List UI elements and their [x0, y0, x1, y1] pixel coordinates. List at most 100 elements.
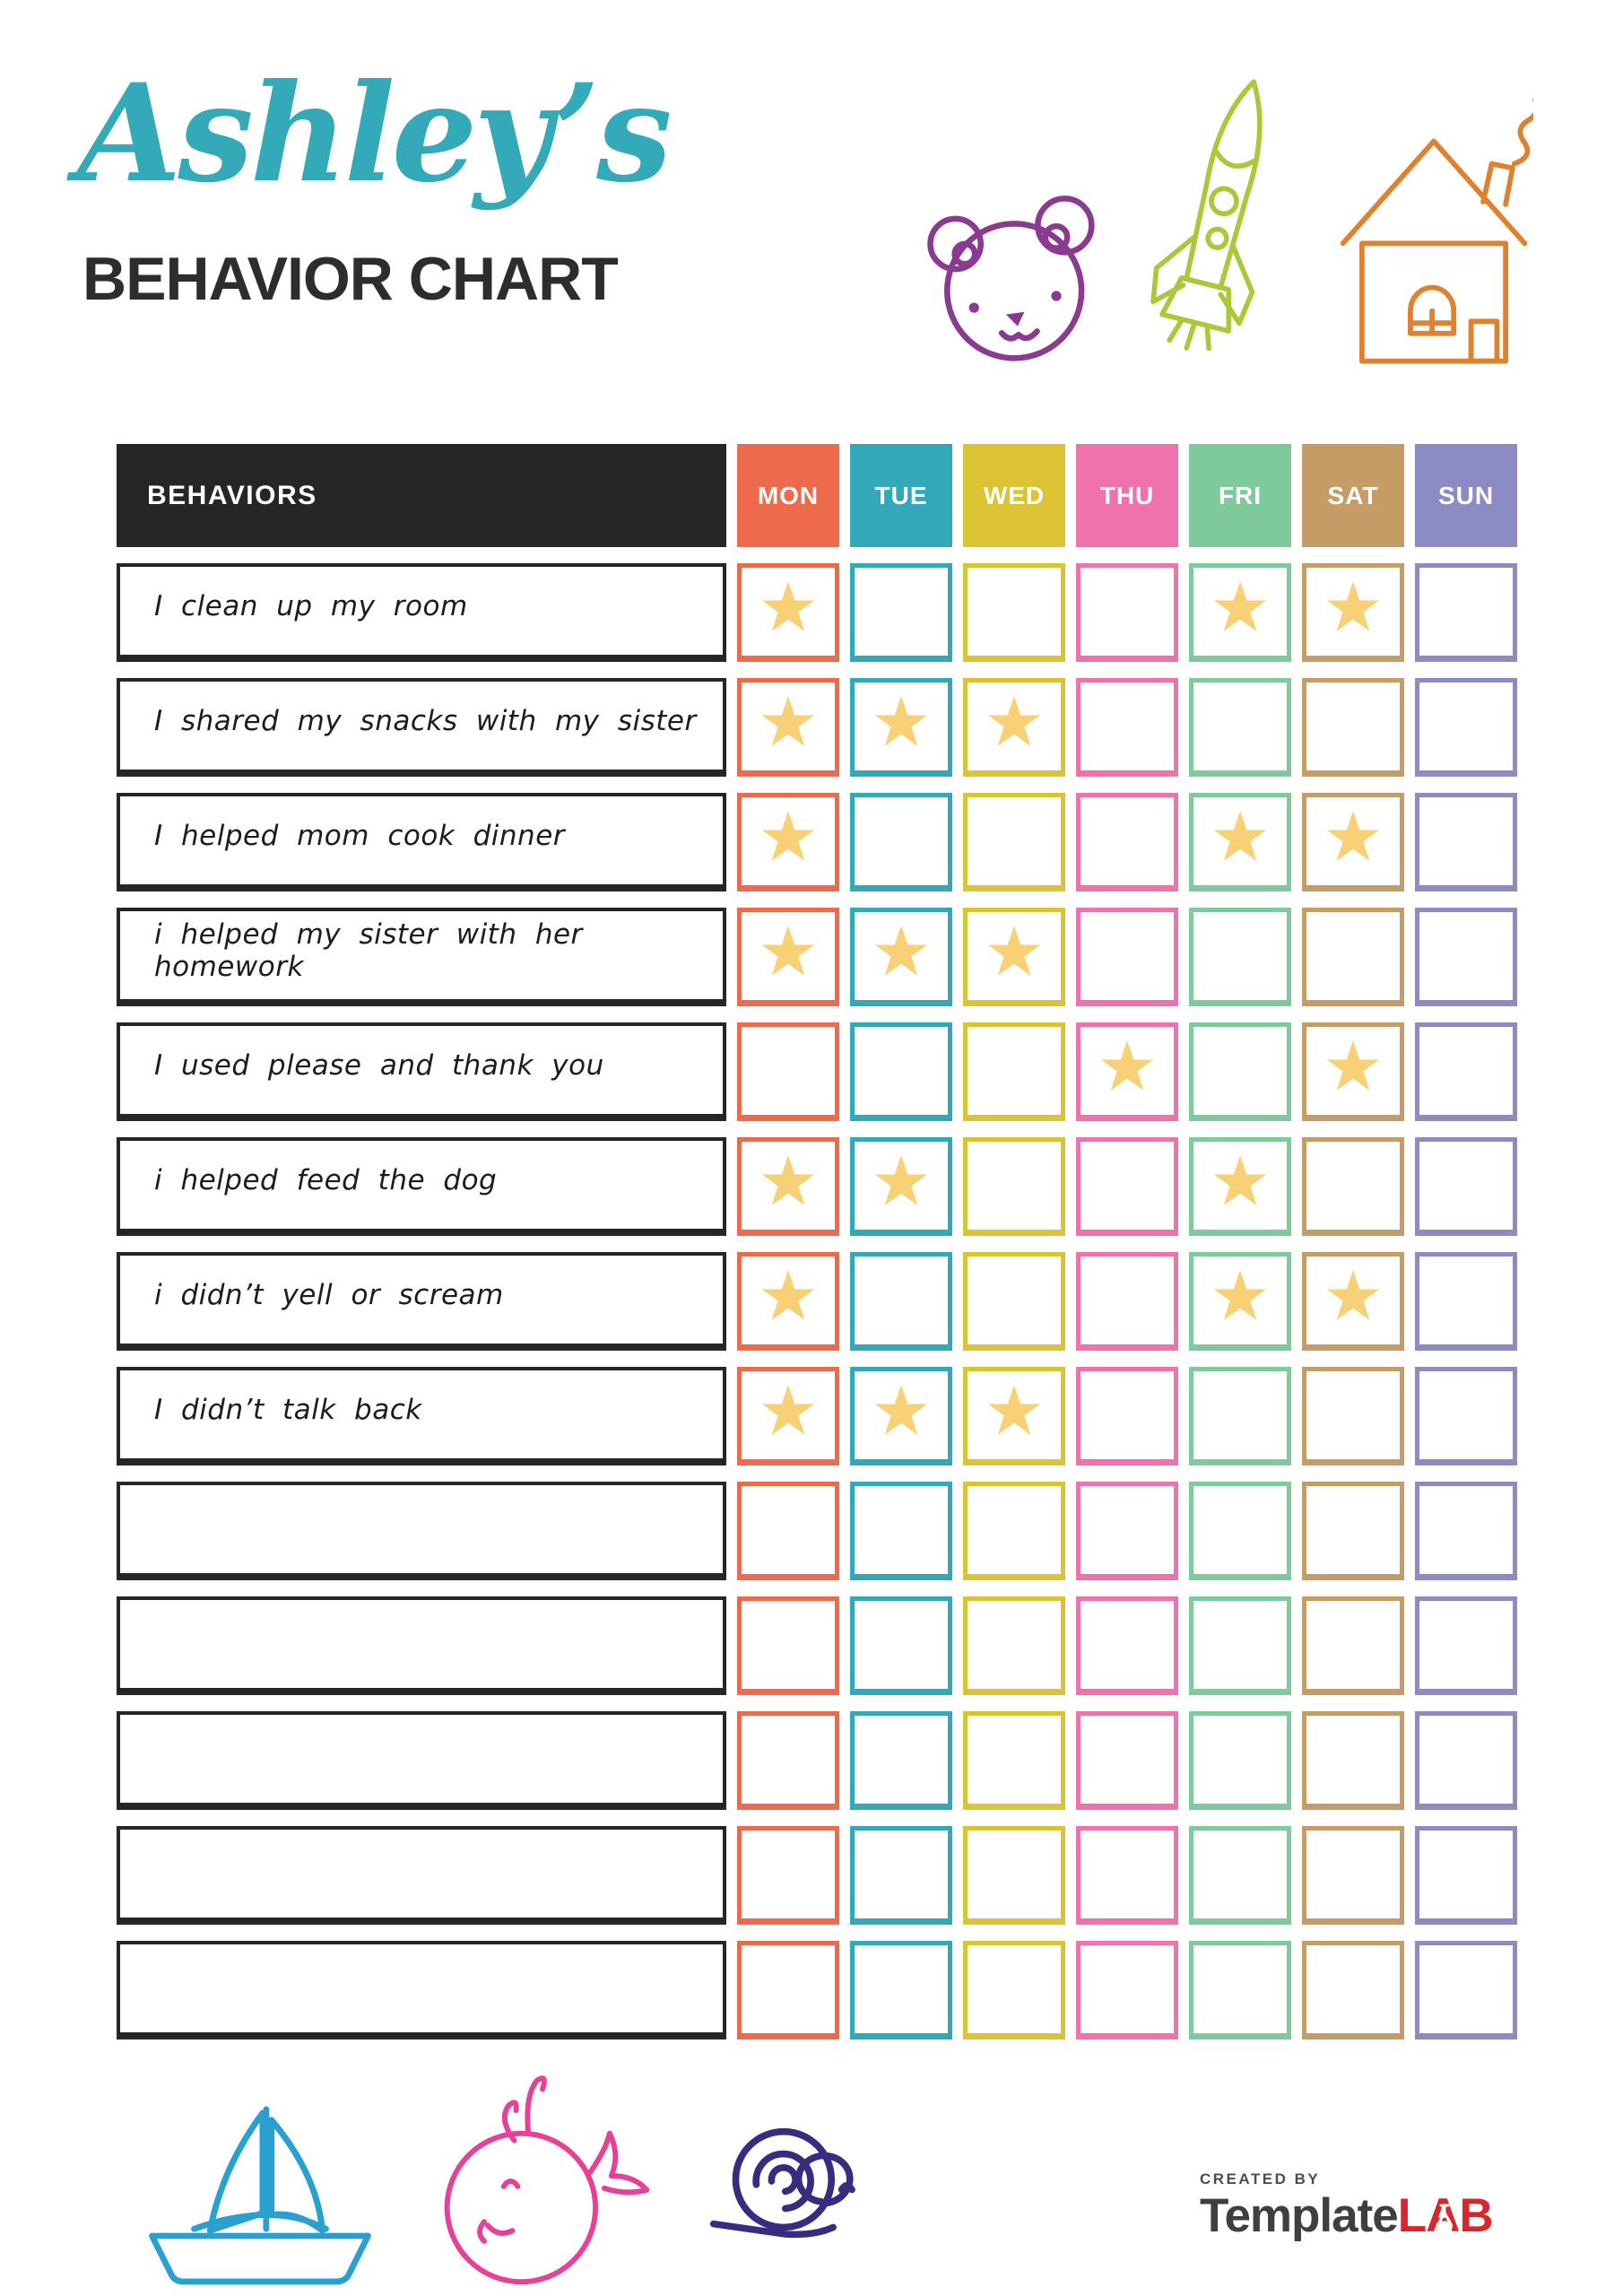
- star-icon: [761, 1385, 815, 1435]
- behavior-label-row-12: [117, 1826, 726, 1925]
- cell-mon-row-3: [737, 793, 839, 891]
- behavior-table: BEHAVIORS MON TUE WED THU FRI SAT SUN I clean u…: [117, 444, 1517, 2039]
- day-header-mon: MON: [737, 444, 839, 547]
- cell-tue-row-13: [850, 1941, 952, 2039]
- brand-template-text: Template: [1200, 2189, 1399, 2242]
- cell-mon-row-1: [737, 563, 839, 662]
- cell-fri-row-10: [1189, 1596, 1291, 1695]
- star-icon: [761, 1270, 815, 1320]
- star-icon: [761, 581, 815, 631]
- behavior-label-row-9: [117, 1482, 726, 1580]
- snail-icon: [709, 2127, 855, 2239]
- cell-mon-row-11: [737, 1711, 839, 1810]
- cell-thu-row-10: [1076, 1596, 1178, 1695]
- brand-logo: CREATED BY TemplateLAB: [1200, 2170, 1494, 2243]
- cell-tue-row-11: [850, 1711, 952, 1810]
- cell-sat-row-1: [1302, 563, 1404, 662]
- cell-tue-row-6: [850, 1137, 952, 1236]
- cell-wed-row-13: [963, 1941, 1065, 2039]
- cell-sun-row-6: [1415, 1137, 1517, 1236]
- cell-wed-row-8: [963, 1367, 1065, 1465]
- cell-thu-row-1: [1076, 563, 1178, 662]
- cell-tue-row-3: [850, 793, 952, 891]
- cell-fri-row-4: [1189, 908, 1291, 1006]
- cell-thu-row-9: [1076, 1482, 1178, 1580]
- cell-sun-row-13: [1415, 1941, 1517, 2039]
- cell-thu-row-13: [1076, 1941, 1178, 2039]
- page-title: BEHAVIOR CHART: [82, 245, 619, 313]
- cell-sat-row-4: [1302, 908, 1404, 1006]
- star-icon: [987, 1385, 1041, 1435]
- cell-mon-row-4: [737, 908, 839, 1006]
- cell-sat-row-12: [1302, 1826, 1404, 1925]
- cell-fri-row-12: [1189, 1826, 1291, 1925]
- behavior-label-row-7: i didn’t yell or scream: [117, 1252, 726, 1351]
- cell-fri-row-8: [1189, 1367, 1291, 1465]
- star-icon: [761, 696, 815, 746]
- behavior-label-row-13: [117, 1941, 726, 2039]
- cell-thu-row-12: [1076, 1826, 1178, 1925]
- cell-sat-row-5: [1302, 1022, 1404, 1121]
- cell-wed-row-1: [963, 563, 1065, 662]
- cell-sun-row-7: [1415, 1252, 1517, 1351]
- behavior-text: I helped mom cook dinner: [154, 820, 566, 852]
- behavior-label-row-10: [117, 1596, 726, 1695]
- behavior-label-row-2: I shared my snacks with my sister: [117, 678, 726, 777]
- day-header-tue: TUE: [850, 444, 952, 547]
- cell-wed-row-11: [963, 1711, 1065, 1810]
- cell-wed-row-10: [963, 1596, 1065, 1695]
- cell-mon-row-6: [737, 1137, 839, 1236]
- day-header-sun: SUN: [1415, 444, 1517, 547]
- behavior-label-row-5: I used please and thank you: [117, 1022, 726, 1121]
- day-header-wed: WED: [963, 444, 1065, 547]
- star-icon: [1326, 811, 1380, 861]
- cell-tue-row-7: [850, 1252, 952, 1351]
- cell-sun-row-11: [1415, 1711, 1517, 1810]
- star-icon: [1213, 811, 1267, 861]
- cell-tue-row-10: [850, 1596, 952, 1695]
- cell-fri-row-9: [1189, 1482, 1291, 1580]
- flask-icon: [1436, 2204, 1453, 2232]
- cell-tue-row-9: [850, 1482, 952, 1580]
- behavior-label-row-6: i helped feed the dog: [117, 1137, 726, 1236]
- sailboat-icon: [149, 2106, 371, 2285]
- behavior-text: i didn’t yell or scream: [154, 1279, 504, 1311]
- cell-tue-row-2: [850, 678, 952, 777]
- behaviors-column-header: BEHAVIORS: [117, 444, 726, 547]
- child-name-title: Ashley’s: [77, 55, 673, 213]
- cell-mon-row-7: [737, 1252, 839, 1351]
- whale-icon: [444, 2075, 650, 2285]
- cell-fri-row-1: [1189, 563, 1291, 662]
- star-icon: [1213, 581, 1267, 631]
- star-icon: [874, 1155, 928, 1205]
- cell-wed-row-4: [963, 908, 1065, 1006]
- cell-sat-row-13: [1302, 1941, 1404, 2039]
- cell-mon-row-9: [737, 1482, 839, 1580]
- behavior-label-row-1: I clean up my room: [117, 563, 726, 662]
- cell-tue-row-8: [850, 1367, 952, 1465]
- cell-thu-row-2: [1076, 678, 1178, 777]
- day-header-thu: THU: [1076, 444, 1178, 547]
- cell-thu-row-6: [1076, 1137, 1178, 1236]
- teddy-bear-icon: [927, 196, 1095, 361]
- house-icon: [1340, 98, 1533, 364]
- cell-wed-row-6: [963, 1137, 1065, 1236]
- cell-sun-row-3: [1415, 793, 1517, 891]
- cell-mon-row-2: [737, 678, 839, 777]
- behavior-label-row-11: [117, 1711, 726, 1810]
- star-icon: [1326, 581, 1380, 631]
- cell-sun-row-9: [1415, 1482, 1517, 1580]
- cell-thu-row-7: [1076, 1252, 1178, 1351]
- cell-sat-row-9: [1302, 1482, 1404, 1580]
- star-icon: [1213, 1155, 1267, 1205]
- rocket-icon: [1150, 79, 1263, 352]
- cell-sun-row-10: [1415, 1596, 1517, 1695]
- cell-wed-row-7: [963, 1252, 1065, 1351]
- cell-thu-row-3: [1076, 793, 1178, 891]
- star-icon: [761, 1155, 815, 1205]
- cell-sat-row-6: [1302, 1137, 1404, 1236]
- cell-mon-row-13: [737, 1941, 839, 2039]
- cell-wed-row-3: [963, 793, 1065, 891]
- cell-thu-row-4: [1076, 908, 1178, 1006]
- cell-mon-row-12: [737, 1826, 839, 1925]
